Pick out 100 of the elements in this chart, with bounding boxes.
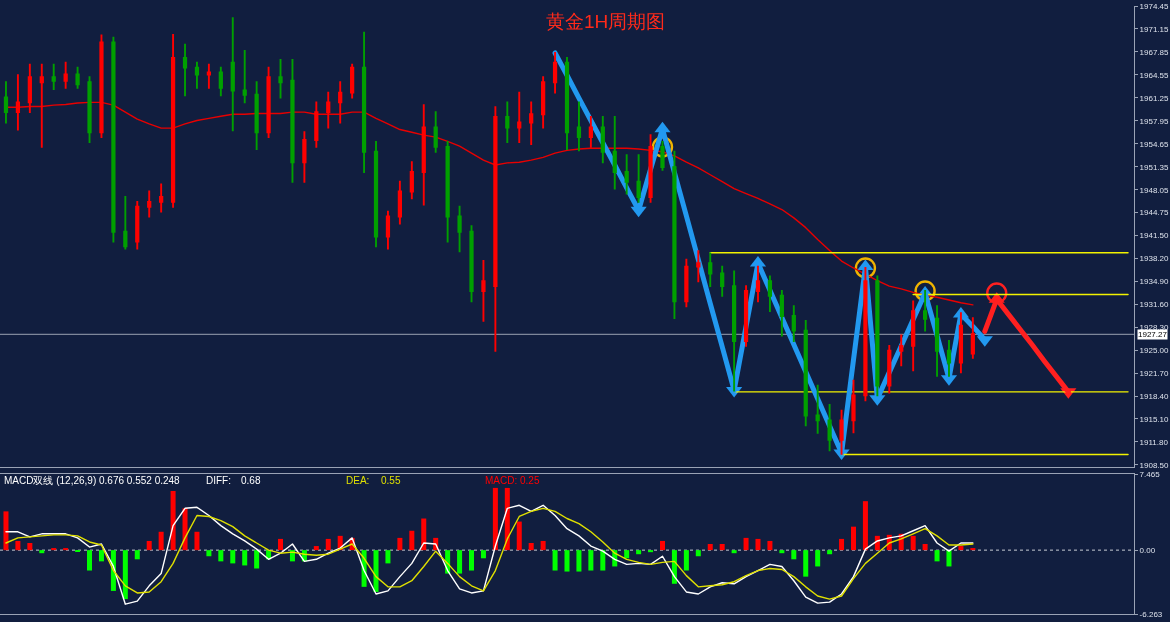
annotation: 0.55 — [381, 475, 401, 486]
candlestick — [350, 63, 355, 99]
bar — [767, 540, 773, 551]
candlestick — [636, 154, 641, 203]
candlestick — [123, 196, 128, 250]
candlestick — [338, 81, 343, 124]
y-tick-label: 1964.55 — [1139, 70, 1170, 80]
bar — [122, 550, 128, 600]
candlestick — [648, 134, 653, 203]
annotation: 0.25 — [520, 475, 540, 486]
candlestick — [851, 379, 856, 434]
candlestick — [445, 141, 450, 243]
bar — [242, 550, 248, 566]
candlestick — [39, 63, 44, 148]
bar — [695, 550, 701, 557]
bar — [707, 544, 713, 551]
candlestick — [326, 91, 331, 129]
y-tick-label: 0.00 — [1139, 545, 1156, 555]
y-tick-label: -6.263 — [1139, 609, 1163, 619]
bar — [254, 550, 260, 569]
y-tick-label: 1944.75 — [1139, 208, 1170, 218]
candlestick — [147, 190, 152, 218]
y-tick-label: 1951.35 — [1139, 162, 1170, 172]
bar — [218, 550, 224, 562]
candlestick — [278, 58, 283, 99]
bar — [755, 538, 761, 551]
candlestick — [827, 404, 832, 452]
bar — [719, 544, 725, 551]
point — [854, 257, 877, 279]
candlestick — [529, 101, 534, 146]
text: DIFF: — [206, 475, 231, 486]
y-tick-label: 1948.05 — [1139, 185, 1170, 195]
chart-title: 黄金1H周期图 — [546, 11, 666, 32]
candlestick — [87, 76, 92, 143]
candlestick — [934, 305, 940, 377]
bar — [624, 550, 630, 559]
bar — [600, 550, 606, 571]
candlestick — [361, 31, 367, 173]
candlestick — [457, 205, 462, 253]
bar — [576, 550, 582, 572]
candlestick — [266, 66, 271, 139]
bar — [457, 550, 463, 574]
candlestick — [946, 340, 952, 377]
candlestick — [552, 52, 558, 94]
y-tick-label: 1954.65 — [1139, 139, 1170, 149]
bar — [862, 501, 868, 551]
bar — [98, 550, 104, 562]
bar — [158, 531, 164, 551]
candlestick — [732, 270, 737, 392]
y-tick-label: 1915.10 — [1139, 414, 1170, 424]
bar — [850, 526, 856, 551]
bar — [779, 550, 785, 554]
candlestick — [51, 63, 56, 91]
bar — [743, 537, 749, 551]
candlestick — [433, 111, 438, 153]
y-tick-label: 7.465 — [1139, 469, 1161, 479]
bar — [683, 550, 689, 571]
bar — [313, 546, 319, 551]
bar — [385, 550, 391, 564]
line-series — [5, 101, 974, 306]
candlestick — [696, 250, 701, 283]
candlestick — [218, 66, 223, 97]
y-tick-label: 1957.95 — [1139, 116, 1170, 126]
bar — [146, 540, 152, 551]
candlestick — [815, 384, 820, 434]
candlestick — [159, 183, 164, 213]
y-tick-label: 1925.00 — [1139, 345, 1170, 355]
candlestick — [576, 101, 582, 152]
bar — [278, 538, 284, 551]
bar — [803, 550, 809, 577]
bar — [469, 550, 475, 571]
candlestick — [254, 81, 259, 150]
bar — [134, 550, 140, 560]
bar — [970, 548, 976, 551]
y-tick-label: 1967.85 — [1139, 47, 1170, 57]
candlestick — [505, 101, 510, 143]
candlestick — [135, 200, 140, 250]
candlestick — [170, 33, 176, 208]
candlestick — [767, 275, 773, 313]
bar — [934, 550, 940, 562]
bar — [958, 546, 964, 551]
bar — [731, 550, 737, 554]
bar — [230, 550, 236, 564]
candlestick — [660, 141, 665, 171]
candlestick — [111, 36, 116, 243]
candlestick — [3, 81, 9, 124]
candlestick — [875, 275, 880, 397]
bar — [528, 542, 534, 551]
bar — [373, 550, 379, 592]
candlestick — [75, 66, 80, 89]
candlestick — [15, 74, 21, 131]
bar — [39, 550, 45, 554]
bar — [325, 538, 331, 551]
y-tick-label: 1961.25 — [1139, 93, 1170, 103]
candlestick — [612, 116, 617, 190]
candlestick — [708, 252, 713, 288]
candlestick — [922, 290, 928, 332]
candlestick — [469, 225, 474, 303]
annotation: 0.68 — [241, 475, 261, 486]
point — [914, 280, 936, 302]
